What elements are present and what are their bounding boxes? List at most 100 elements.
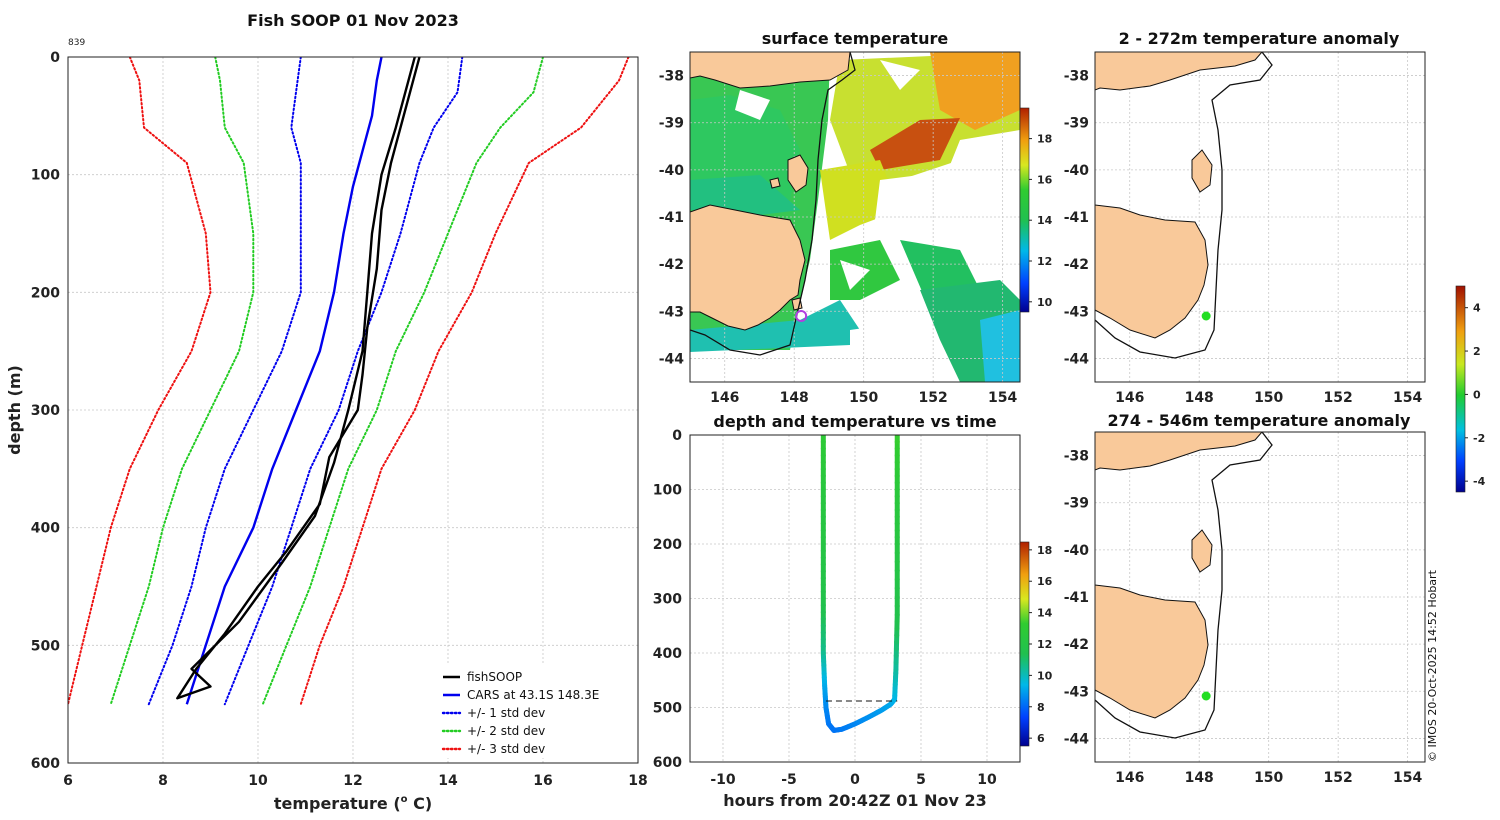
map-x-tick-label: 146 xyxy=(1115,390,1144,406)
profile-panel: Fish SOOP 01 Nov 2023 839 6 8 10 12 14 16 18 0… xyxy=(5,11,648,813)
map-x-tick-label: 154 xyxy=(1393,770,1422,786)
profile-series-line xyxy=(299,57,630,706)
map-y-tick-label: -41 xyxy=(1064,210,1089,226)
map-x-tick-label: 152 xyxy=(1324,770,1353,786)
colorbar-tick-label: 16 xyxy=(1037,173,1053,186)
legend-label: +/- 1 std dev xyxy=(467,706,545,720)
map-y-tick-label: -44 xyxy=(659,351,685,367)
profile-y-axis-label: depth (m) xyxy=(5,365,24,455)
map-x-tick-label: 150 xyxy=(1254,390,1283,406)
map-y-tick-label: -43 xyxy=(1064,684,1089,700)
legend-label: +/- 2 std dev xyxy=(467,724,545,738)
profile-x-tick-label: 16 xyxy=(533,773,552,789)
profile-series-line xyxy=(185,57,383,705)
anomaly-upper-frame xyxy=(1094,51,1426,383)
profile-series-line xyxy=(109,57,255,706)
depth-time-y-tick-label: 400 xyxy=(653,646,682,662)
depth-time-x-axis-label: hours from 20:42Z 01 Nov 23 xyxy=(723,791,986,810)
anomaly-upper-station-marker xyxy=(1201,311,1211,321)
profile-series-line xyxy=(68,57,212,706)
profile-x-tick-label: 12 xyxy=(343,773,362,789)
depth-time-grid xyxy=(690,434,1020,763)
depth-time-colorbar xyxy=(1019,541,1030,747)
legend-label: CARS at 43.1S 148.3E xyxy=(467,688,599,702)
map-y-tick-label: -38 xyxy=(1064,449,1089,465)
map-y-tick-label: -39 xyxy=(1064,496,1089,512)
profile-title: Fish SOOP 01 Nov 2023 xyxy=(247,11,459,30)
colorbar-tick-label: -2 xyxy=(1473,432,1485,445)
map-y-tick-label: -42 xyxy=(1064,257,1089,273)
depth-time-x-tick-label: -10 xyxy=(710,772,736,788)
map-y-tick-label: -41 xyxy=(1064,590,1089,606)
sst-map-title: surface temperature xyxy=(762,29,949,48)
sst-map-panel: surface temperature xyxy=(659,29,1053,406)
sst-colorbar xyxy=(1019,107,1030,313)
map-y-tick-label: -43 xyxy=(659,304,684,320)
colorbar-tick-label: 16 xyxy=(1037,575,1053,588)
anomaly-upper-title: 2 - 272m temperature anomaly xyxy=(1119,29,1400,48)
anomaly-lower-ticks: 146 148 150 152 154 -38 -39 -40 -41 -42 -43 -44 xyxy=(1064,449,1423,786)
colorbar-tick-label: 2 xyxy=(1473,345,1481,358)
profile-y-tick-label: 500 xyxy=(31,638,60,654)
colorbar-tick-label: 18 xyxy=(1037,133,1052,146)
map-x-tick-label: 154 xyxy=(1393,390,1422,406)
colorbar-tick-label: 10 xyxy=(1037,669,1053,682)
depth-time-x-tick-label: 0 xyxy=(850,772,860,788)
legend-label: fishSOOP xyxy=(467,670,522,684)
depth-time-x-tick-label: 10 xyxy=(977,772,997,788)
depth-time-y-tick-label: 200 xyxy=(653,537,682,553)
depth-time-y-tick-label: 300 xyxy=(653,592,682,608)
depth-time-panel: depth and temperature vs time -10 -5 0 5 100… xyxy=(653,412,1053,810)
profile-series-line xyxy=(223,57,464,706)
depth-time-title: depth and temperature vs time xyxy=(713,412,996,431)
profile-y-tick-label: 100 xyxy=(31,168,60,184)
sst-shelf-contour xyxy=(690,52,856,356)
profile-x-tick-label: 6 xyxy=(63,773,73,789)
map-y-tick-label: -44 xyxy=(1064,731,1090,747)
anomaly-colorbar-ticks: 4 2 0 -2 -4 xyxy=(1465,302,1486,488)
map-y-tick-label: -40 xyxy=(659,163,685,179)
sst-station-marker xyxy=(795,310,808,322)
profile-x-axis-label: temperature (o C) xyxy=(274,794,432,813)
depth-time-x-tick-label: -5 xyxy=(781,772,797,788)
colorbar-tick-label: 0 xyxy=(1473,388,1481,401)
profile-series xyxy=(68,57,630,706)
colorbar-tick-label: 10 xyxy=(1037,296,1053,309)
anomaly-lower-station-marker xyxy=(1201,691,1211,701)
map-y-tick-label: -43 xyxy=(1064,304,1089,320)
depth-time-y-tick-label: 100 xyxy=(653,483,682,499)
credit-text: © IMOS 20-Oct-2025 14:52 Hobart xyxy=(1426,569,1439,762)
anomaly-lower-title: 274 - 546m temperature anomaly xyxy=(1108,411,1411,430)
anomaly-upper-panel: 2 - 272m temperature anomaly 146 148 150 15… xyxy=(1064,29,1426,406)
sst-map-land xyxy=(690,52,856,356)
profile-series-line xyxy=(147,57,302,706)
map-y-tick-label: -41 xyxy=(659,210,684,226)
colorbar-tick-label: 12 xyxy=(1037,255,1052,268)
map-x-tick-label: 154 xyxy=(988,390,1017,406)
legend-label: +/- 3 std dev xyxy=(467,742,545,756)
profile-y-tick-label: 0 xyxy=(50,50,60,66)
profile-frame xyxy=(67,56,639,764)
anomaly-colorbar xyxy=(1455,285,1466,493)
depth-time-x-tick-label: 5 xyxy=(916,772,926,788)
profile-id-label: 839 xyxy=(68,38,85,48)
depth-time-y-tick-label: 0 xyxy=(672,428,682,444)
anomaly-lower-panel: 274 - 546m temperature anomaly 146 148 150… xyxy=(1064,411,1426,786)
map-y-tick-label: -42 xyxy=(659,257,684,273)
profile-series-line xyxy=(176,57,421,700)
colorbar-tick-label: 14 xyxy=(1037,607,1053,620)
profile-y-tick-label: 200 xyxy=(31,285,60,301)
colorbar-tick-label: 12 xyxy=(1037,638,1052,651)
anomaly-upper-ticks: 146 148 150 152 154 -38 -39 -40 -41 -42 -43 -44 xyxy=(1064,69,1423,406)
depth-time-track xyxy=(820,435,900,733)
map-x-tick-label: 146 xyxy=(1115,770,1144,786)
profile-y-tick-label: 600 xyxy=(31,756,60,772)
map-x-tick-label: 148 xyxy=(1185,770,1214,786)
map-y-tick-label: -42 xyxy=(1064,637,1089,653)
profile-y-ticks: 0 100 200 300 400 500 600 xyxy=(31,50,60,772)
sst-colorbar-ticks: 10 12 14 16 18 xyxy=(1029,133,1053,309)
map-y-tick-label: -40 xyxy=(1064,163,1090,179)
colorbar-tick-label: 18 xyxy=(1037,544,1052,557)
profile-x-ticks: 6 8 10 12 14 16 18 xyxy=(63,773,648,789)
